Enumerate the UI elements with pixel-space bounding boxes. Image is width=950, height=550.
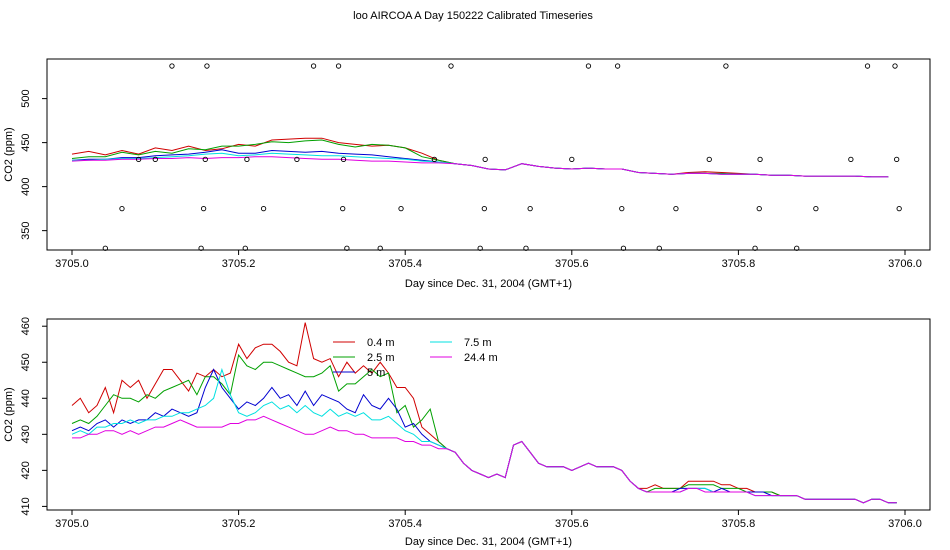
calibration-point	[482, 156, 488, 162]
panel-top: 3705.0 3705.2 3705.4 3705.6 3705.8 3706.0 350 4…	[3, 58, 931, 290]
calibration-point	[656, 245, 662, 251]
calibration-point	[200, 205, 207, 212]
y-tick-label: 450	[20, 353, 32, 371]
x-tick-label: 3705.0	[55, 258, 89, 270]
calibration-point	[204, 63, 210, 69]
x-tick-label: 3705.8	[722, 518, 756, 530]
calibration-point	[620, 245, 627, 251]
calibration-point	[756, 205, 762, 212]
calibration-point	[619, 205, 625, 212]
x-tick-label: 3705.2	[222, 258, 256, 270]
x-axis-label: Day since Dec. 31, 2004 (GMT+1)	[405, 536, 572, 548]
x-tick-label: 3705.0	[55, 518, 89, 530]
calibration-point	[585, 63, 592, 69]
calibration-point	[752, 245, 758, 251]
y-tick-label: 440	[20, 389, 32, 407]
series-line	[72, 152, 889, 178]
calibration-point	[135, 156, 142, 162]
calibration-point	[198, 245, 204, 251]
legend-label: 7.5 m	[464, 337, 492, 349]
calibration-point	[706, 156, 712, 162]
calibration-point	[340, 205, 346, 212]
calibration-point	[102, 245, 108, 251]
plot-frame	[46, 58, 931, 251]
x-tick-label: 3705.4	[388, 518, 422, 530]
legend-label: 24.4 m	[464, 352, 498, 364]
y-axis-label: CO2 (ppm)	[3, 387, 15, 441]
calibration-point	[864, 63, 871, 69]
calibration-point	[202, 156, 208, 162]
series-line	[71, 139, 889, 178]
x-tick-label: 3705.4	[388, 258, 422, 270]
calibration-point	[335, 63, 342, 69]
calibration-point	[169, 63, 175, 69]
calibration-point	[848, 156, 854, 162]
calibration-point	[673, 205, 679, 212]
x-tick-label: 3706.0	[888, 258, 922, 270]
calibration-point	[477, 245, 483, 251]
calibration-point	[894, 156, 900, 162]
y-tick-label: 430	[20, 425, 32, 443]
series-line	[71, 353, 897, 504]
calibration-point	[527, 205, 533, 212]
calibration-point	[310, 63, 317, 69]
calibration-point	[119, 205, 125, 212]
legend-label: 5 m	[367, 367, 385, 379]
calibration-point	[340, 156, 347, 162]
calibration-point	[242, 245, 248, 251]
y-tick-label: 420	[20, 461, 32, 479]
x-tick-label: 3705.2	[222, 518, 256, 530]
series-line	[71, 156, 889, 178]
calibration-point	[431, 156, 438, 162]
series-line	[71, 149, 889, 178]
calibration-point	[569, 156, 575, 162]
calibration-point	[614, 63, 621, 69]
calibration-point	[892, 63, 898, 69]
calibration-point	[523, 245, 529, 251]
calibration-point	[152, 156, 158, 162]
legend-label: 2.5 m	[367, 352, 395, 364]
figure-title: loo AIRCOA A Day 150222 Calibrated Times…	[353, 10, 593, 22]
calibration-point	[260, 205, 267, 212]
series-line	[71, 368, 897, 504]
y-tick-label: 450	[20, 133, 32, 151]
x-tick-label: 3705.6	[555, 518, 589, 530]
x-tick-label: 3706.0	[888, 518, 922, 530]
calibration-point	[344, 245, 350, 251]
calibration-point	[377, 245, 383, 251]
y-tick-label: 350	[20, 221, 32, 239]
calibration-point	[294, 156, 300, 162]
calibration-point	[813, 205, 819, 212]
plot-frame	[46, 318, 931, 511]
x-tick-label: 3705.6	[555, 258, 589, 270]
y-tick-label: 410	[20, 497, 32, 515]
legend-label: 0.4 m	[367, 337, 395, 349]
calibration-point	[448, 63, 454, 69]
calibration-point	[723, 63, 729, 69]
x-tick-label: 3705.8	[722, 258, 756, 270]
calibration-point	[794, 245, 800, 251]
calibration-point	[896, 205, 902, 212]
series-line	[72, 415, 897, 504]
panel-bottom: 3705.0 3705.2 3705.4 3705.6 3705.8 3706.0 410 4…	[3, 317, 931, 548]
y-tick-label: 460	[20, 317, 32, 335]
series-line	[71, 367, 897, 504]
x-axis-label: Day since Dec. 31, 2004 (GMT+1)	[405, 278, 572, 290]
calibration-point	[757, 156, 763, 162]
y-axis-label: CO2 (ppm)	[3, 127, 15, 181]
y-tick-label: 500	[20, 89, 32, 107]
calibration-point	[398, 205, 404, 212]
calibration-point	[481, 205, 487, 212]
y-tick-label: 400	[20, 177, 32, 195]
calibration-point	[244, 156, 250, 162]
